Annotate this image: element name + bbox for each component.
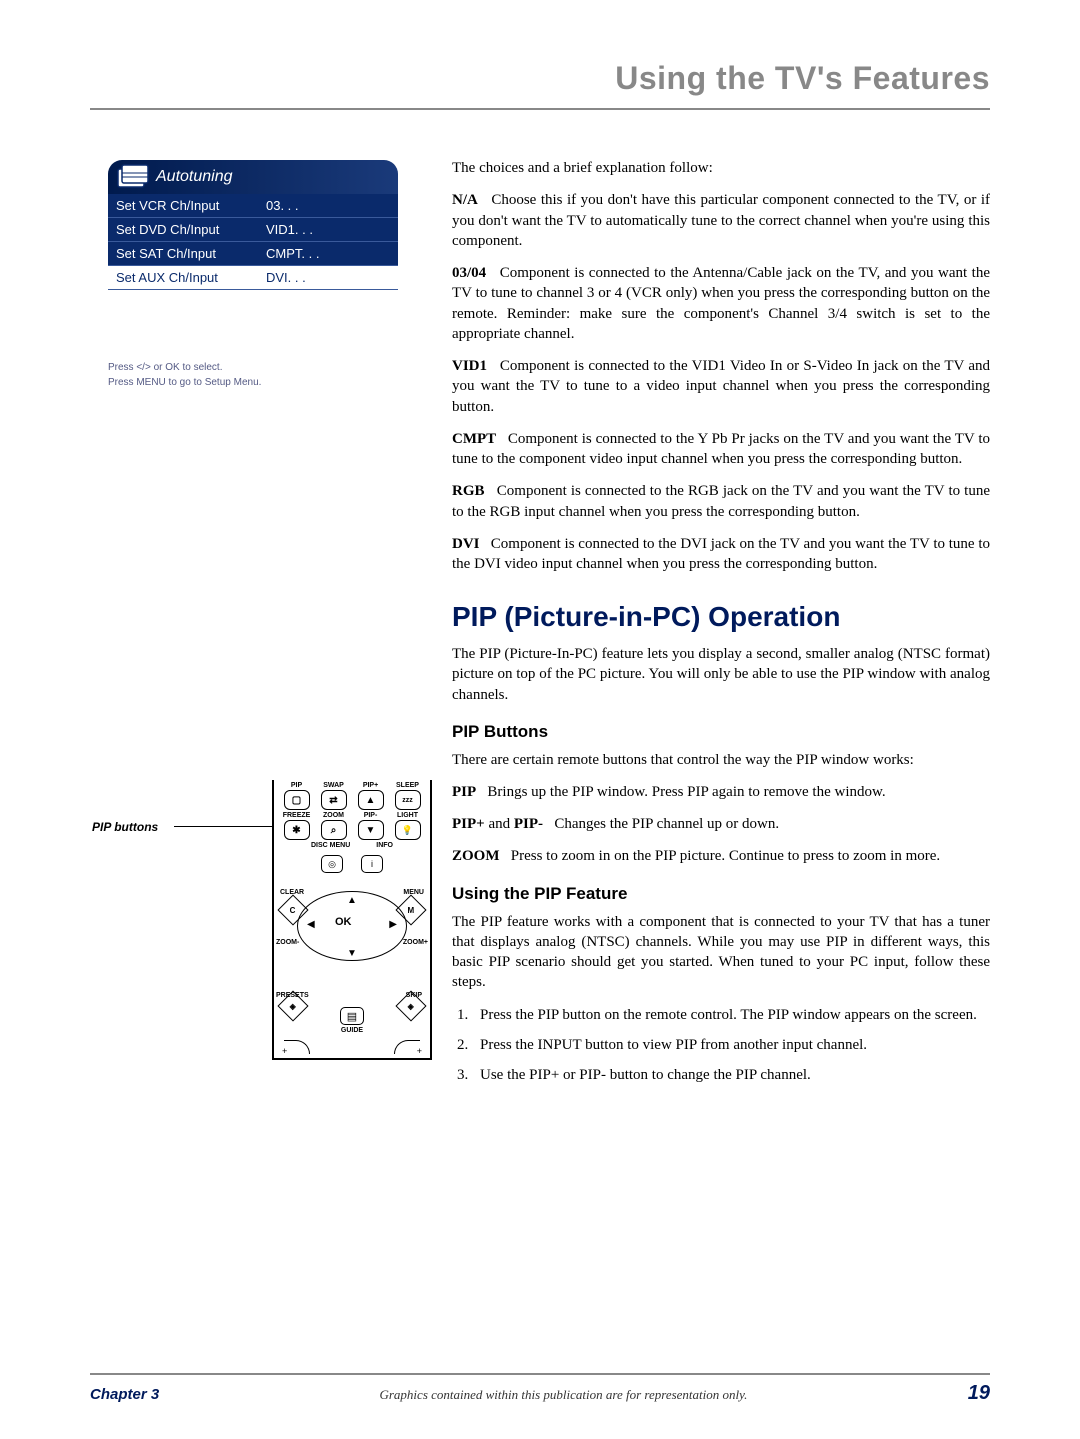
def-rgb: RGB Component is connected to the RGB ja… [452,481,990,522]
autotune-row-label: Set SAT Ch/Input [108,242,258,265]
autotune-row-label: Set VCR Ch/Input [108,194,258,217]
ch-rocker[interactable]: + [394,1040,420,1054]
pip-step: Press the INPUT button to view PIP from … [472,1035,990,1055]
autotune-hints: Press </> or OK to select. Press MENU to… [108,360,398,390]
disc-menu-label: DISC MENU [311,842,350,849]
autotune-icon [116,163,150,189]
footer-page-number: 19 [968,1382,990,1405]
autotune-row-value: 03. . . [258,194,307,217]
autotune-title: Autotuning [156,168,233,186]
nav-area: CLEAR C MENU M ZOOM- ZOOM+ OK ▲ ▼ ◀ ▶ PR… [274,881,430,1001]
pip-buttons-title: PIP Buttons [452,721,990,744]
nav-down-icon[interactable]: ▼ [347,948,357,959]
disc-label-row: DISC MENU INFO [274,842,430,849]
autotune-menu: Autotuning Set VCR Ch/Input 03. . . Set … [108,160,398,390]
using-pip-title: Using the PIP Feature [452,883,990,906]
pip-minus-button[interactable]: PIP-▼ [356,812,386,840]
nav-right-icon[interactable]: ▶ [389,919,397,930]
nav-pad[interactable]: OK ▲ ▼ ◀ ▶ [297,881,407,971]
remote-callout-label: PIP buttons [92,820,158,834]
hint-line: Press </> or OK to select. [108,360,398,375]
autotune-row-value: VID1. . . [258,218,321,241]
content-column: The choices and a brief explanation foll… [452,158,990,1095]
pipdef-pip: PIP Brings up the PIP window. Press PIP … [452,782,990,802]
header-rule [90,108,990,110]
footer-rule [90,1373,990,1375]
remote-callout-line [174,826,272,827]
nav-left-icon[interactable]: ◀ [307,919,315,930]
pip-intro: The PIP (Picture-In-PC) feature lets you… [452,644,990,705]
vol-rocker[interactable]: + [284,1040,310,1054]
pip-buttons-intro: There are certain remote buttons that co… [452,750,990,770]
autotune-row-sat[interactable]: Set SAT Ch/Input CMPT. . . [108,242,398,266]
ok-button[interactable]: OK [335,916,352,928]
hint-line: Press MENU to go to Setup Menu. [108,375,398,390]
swap-button[interactable]: SWAP⇄ [319,782,349,810]
autotune-list: Set VCR Ch/Input 03. . . Set DVD Ch/Inpu… [108,194,398,290]
zoom-button[interactable]: ZOOM⌕ [319,812,349,840]
sleep-button[interactable]: SLEEPzzz [393,782,423,810]
def-vid1: VID1 Component is connected to the VID1 … [452,356,990,417]
pipdef-zoom: ZOOM Press to zoom in on the PIP picture… [452,846,990,866]
disc-menu-button[interactable]: ◎ [321,855,343,873]
def-0304: 03/04 Component is connected to the Ante… [452,263,990,344]
autotune-row-value: CMPT. . . [258,242,327,265]
nav-up-icon[interactable]: ▲ [347,895,357,906]
page-footer: Chapter 3 Graphics contained within this… [90,1382,990,1405]
info-button[interactable]: i [361,855,383,873]
pip-section-title: PIP (Picture-in-PC) Operation [452,598,990,636]
footer-chapter: Chapter 3 [90,1386,159,1403]
pip-plus-button[interactable]: PIP+▲ [356,782,386,810]
def-cmpt: CMPT Component is connected to the Y Pb … [452,429,990,470]
autotune-row-label: Set AUX Ch/Input [108,266,258,289]
remote-row-2: FREEZE✱ ZOOM⌕ PIP-▼ LIGHT💡 [274,810,430,840]
autotune-row-vcr[interactable]: Set VCR Ch/Input 03. . . [108,194,398,218]
zoom-minus-label: ZOOM- [276,939,299,946]
using-pip-intro: The PIP feature works with a component t… [452,912,990,993]
disc-row: ◎ i [274,855,430,873]
freeze-button[interactable]: FREEZE✱ [282,812,312,840]
page-header: Using the TV's Features [615,60,990,97]
pip-steps: Press the PIP button on the remote contr… [472,1005,990,1086]
autotune-row-dvd[interactable]: Set DVD Ch/Input VID1. . . [108,218,398,242]
guide-button[interactable]: ▤ [340,1007,364,1025]
pip-button[interactable]: PIP▢ [282,782,312,810]
intro-text: The choices and a brief explanation foll… [452,158,990,178]
def-dvi: DVI Component is connected to the DVI ja… [452,534,990,575]
pip-step: Press the PIP button on the remote contr… [472,1005,990,1025]
info-label: INFO [376,842,393,849]
def-na: N/A Choose this if you don't have this p… [452,190,990,251]
pipdef-pipplusminus: PIP+ and PIP- Changes the PIP channel up… [452,814,990,834]
pip-step: Use the PIP+ or PIP- button to change th… [472,1065,990,1085]
autotune-row-value: DVI. . . [258,266,314,289]
remote-body: PIP▢ SWAP⇄ PIP+▲ SLEEPzzz FREEZE✱ ZOOM⌕ … [272,780,432,1060]
autotune-row-aux[interactable]: Set AUX Ch/Input DVI. . . [108,266,398,290]
autotune-row-label: Set DVD Ch/Input [108,218,258,241]
remote-row-1: PIP▢ SWAP⇄ PIP+▲ SLEEPzzz [274,780,430,810]
light-button[interactable]: LIGHT💡 [393,812,423,840]
guide-label: GUIDE [274,1027,430,1034]
footer-disclaimer: Graphics contained within this publicati… [379,1387,747,1403]
autotune-header: Autotuning [108,160,398,194]
